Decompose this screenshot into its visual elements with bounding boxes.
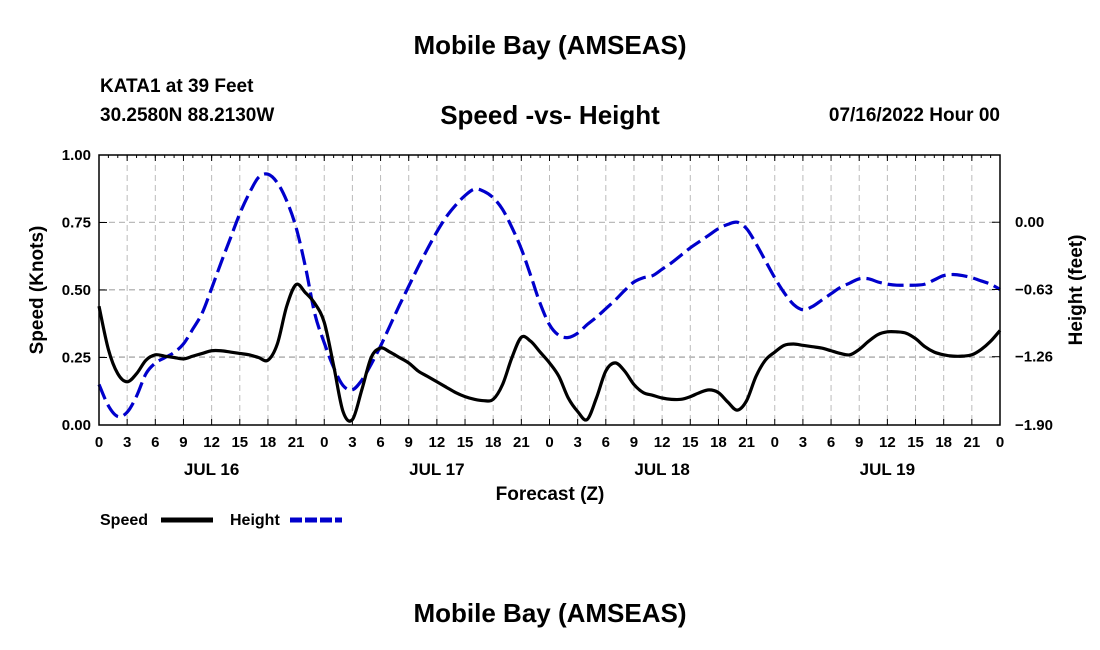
x-tick-label: 6 xyxy=(602,434,610,451)
y2-tick-label: 0.00 xyxy=(1015,214,1044,231)
x-tick-label: 9 xyxy=(855,434,863,451)
x-tick-label: 0 xyxy=(771,434,779,451)
y-tick-label: 1.00 xyxy=(62,147,91,164)
height-series-line xyxy=(97,172,1001,419)
x-tick-label: 0 xyxy=(545,434,553,451)
x-tick-label: 0 xyxy=(320,434,328,451)
x-tick-label: 6 xyxy=(376,434,384,451)
x-tick-label: 9 xyxy=(405,434,413,451)
x-tick-label: 18 xyxy=(485,434,502,451)
main-title-top: Mobile Bay (AMSEAS) xyxy=(413,30,687,60)
y2-tick-label: −1.90 xyxy=(1015,417,1053,434)
x-tick-label: 3 xyxy=(573,434,581,451)
x-tick-label: 15 xyxy=(231,434,248,451)
day-label: JUL 19 xyxy=(860,460,915,479)
x-tick-label: 12 xyxy=(879,434,896,451)
grid-layer xyxy=(99,155,1000,425)
x-tick-label: 21 xyxy=(288,434,305,451)
speed-series-line xyxy=(97,282,1002,423)
x-tick-label: 18 xyxy=(935,434,952,451)
day-label: JUL 18 xyxy=(634,460,689,479)
y2-tick-label: −1.26 xyxy=(1015,349,1053,366)
x-tick-label: 0 xyxy=(996,434,1004,451)
x-tick-label: 6 xyxy=(827,434,835,451)
day-label: JUL 16 xyxy=(184,460,239,479)
x-tick-label: 3 xyxy=(123,434,131,451)
y2-axis-title: Height (feet) xyxy=(1066,235,1087,346)
x-tick-label: 21 xyxy=(513,434,530,451)
main-title-bottom: Mobile Bay (AMSEAS) xyxy=(413,598,687,628)
axis-layer: 0 3 6 9 12 15 18 21 0 3 6 9 12 15 18 21 0 3 6 9 12 15 18 21 0 3 6 9… xyxy=(27,147,1087,505)
y-tick-label: 0.75 xyxy=(62,215,91,232)
series-layer xyxy=(97,172,1002,423)
x-tick-label: 18 xyxy=(260,434,277,451)
x-tick-label: 21 xyxy=(738,434,755,451)
y-axis-title: Speed (Knots) xyxy=(27,226,48,355)
x-tick-label: 6 xyxy=(151,434,159,451)
x-tick-label: 18 xyxy=(710,434,727,451)
y-tick-label: 0.00 xyxy=(62,417,91,434)
y-tick-label: 0.25 xyxy=(62,350,91,367)
legend: Speed Height xyxy=(100,512,342,529)
x-tick-label: 3 xyxy=(799,434,807,451)
x-tick-label: 9 xyxy=(179,434,187,451)
day-label: JUL 17 xyxy=(409,460,464,479)
x-tick-label: 12 xyxy=(654,434,671,451)
y-tick-label: 0.50 xyxy=(62,282,91,299)
station-coordinates: 30.2580N 88.2130W xyxy=(100,105,275,126)
forecast-run-time: 07/16/2022 Hour 00 xyxy=(828,105,1000,126)
x-tick-label: 21 xyxy=(964,434,981,451)
y2-tick-label: −0.63 xyxy=(1015,281,1053,298)
x-axis-title: Forecast (Z) xyxy=(496,484,605,505)
x-tick-label: 15 xyxy=(457,434,474,451)
legend-speed-label: Speed xyxy=(100,512,148,529)
x-tick-label: 12 xyxy=(203,434,220,451)
chart-title: Speed -vs- Height xyxy=(440,100,660,130)
x-tick-label: 9 xyxy=(630,434,638,451)
x-tick-label: 0 xyxy=(95,434,103,451)
x-tick-label: 15 xyxy=(907,434,924,451)
x-tick-label: 3 xyxy=(348,434,356,451)
x-tick-label: 15 xyxy=(682,434,699,451)
x-tick-label: 12 xyxy=(429,434,446,451)
station-label: KATA1 at 39 Feet xyxy=(100,76,254,97)
legend-height-label: Height xyxy=(230,512,280,529)
